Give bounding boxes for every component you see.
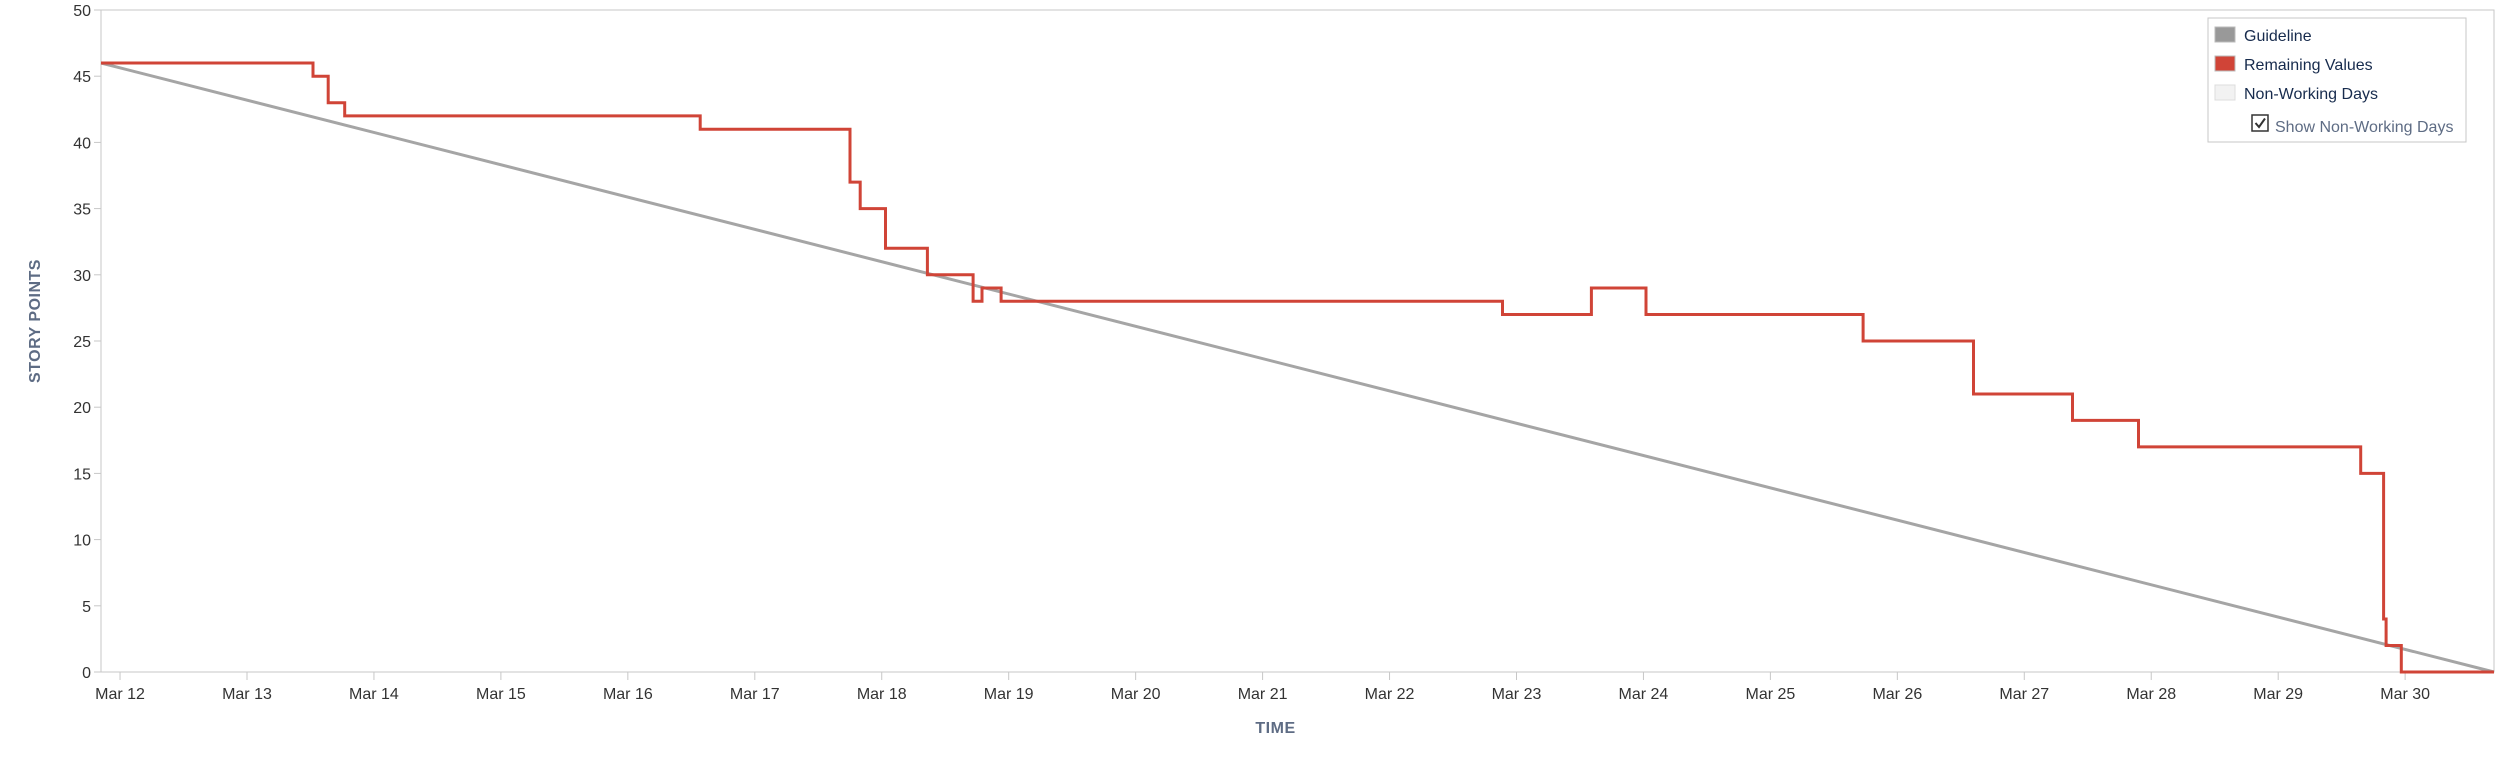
x-tick-label: Mar 23	[1492, 686, 1542, 703]
x-tick-label: Mar 24	[1619, 686, 1669, 703]
x-tick-label: Mar 16	[603, 686, 653, 703]
x-tick-label: Mar 12	[95, 686, 145, 703]
axes: 0 5 10 15 20 25 30 35 40 45 50 Mar 12 Mar 13 Mar 14 Ma…	[27, 3, 2495, 737]
y-tick-label: 40	[73, 135, 91, 152]
x-tick-label: Mar 29	[2253, 686, 2303, 703]
y-tick-label: 50	[73, 3, 91, 20]
y-axis-title: STORY POINTS	[27, 259, 44, 383]
legend-swatch-remaining[interactable]	[2214, 55, 2236, 72]
series-line-remaining-values[interactable]	[101, 61, 2494, 674]
y-tick-label: 10	[73, 533, 91, 550]
checkbox-box[interactable]	[2251, 114, 2269, 132]
y-tick-label: 25	[73, 334, 91, 351]
x-tick-label: Mar 14	[349, 686, 399, 703]
x-tick-label: Mar 21	[1238, 686, 1288, 703]
y-tick-label: 0	[82, 665, 91, 682]
series-layer	[100, 61, 2495, 674]
x-tick-label: Mar 30	[2380, 686, 2430, 703]
checkmark-icon	[2254, 117, 2266, 129]
y-tick-label: 20	[73, 400, 91, 417]
legend-label-remaining-values[interactable]: Remaining Values	[2244, 57, 2373, 74]
y-tick-label: 15	[73, 466, 91, 483]
legend-box	[2207, 17, 2467, 143]
x-tick-label: Mar 27	[1999, 686, 2049, 703]
x-tick-label: Mar 15	[476, 686, 526, 703]
legend-label-guideline[interactable]: Guideline	[2244, 28, 2312, 45]
x-tick-label: Mar 18	[857, 686, 907, 703]
x-tick-label: Mar 26	[1872, 686, 1922, 703]
y-tick-label: 5	[82, 599, 91, 616]
legend-swatch-guideline[interactable]	[2214, 26, 2236, 43]
x-tick-label: Mar 20	[1111, 686, 1161, 703]
show-non-working-days-checkbox[interactable]	[2251, 114, 2269, 132]
x-tick-label: Mar 13	[222, 686, 272, 703]
x-tick-label: Mar 17	[730, 686, 780, 703]
x-axis-title: TIME	[1255, 720, 1295, 737]
y-tick-label: 45	[73, 69, 91, 86]
y-tick-label: 30	[73, 268, 91, 285]
legend-swatch-non-working-days[interactable]	[2214, 84, 2236, 101]
legend: Guideline Remaining Values Non-Working D…	[2207, 17, 2467, 143]
y-tick-label: 35	[73, 202, 91, 219]
series-line-guideline[interactable]	[100, 61, 2495, 674]
x-tick-label: Mar 22	[1365, 686, 1415, 703]
show-non-working-days-label[interactable]: Show Non-Working Days	[2275, 119, 2453, 136]
x-tick-label: Mar 19	[984, 686, 1034, 703]
x-tick-label: Mar 25	[1745, 686, 1795, 703]
plot-area	[100, 9, 2495, 673]
x-tick-label: Mar 28	[2126, 686, 2176, 703]
legend-label-non-working-days[interactable]: Non-Working Days	[2244, 86, 2378, 103]
